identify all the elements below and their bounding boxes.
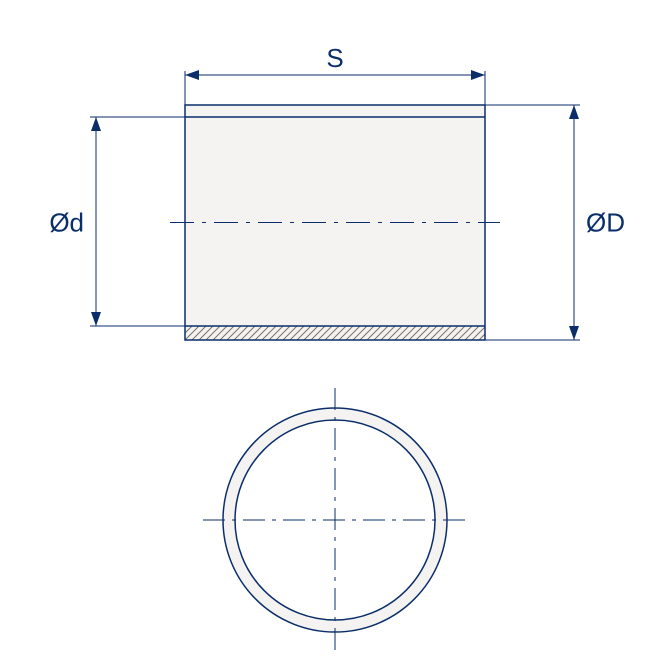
side-view: S Ød ØD [49,43,625,340]
technical-drawing: S Ød ØD [0,0,671,670]
dimension-inner-d: Ød [49,117,185,326]
label-s: S [326,43,343,73]
dimension-s: S [185,43,485,105]
label-outer-dia: ØD [586,208,625,238]
end-view [203,388,467,652]
dimension-outer-d: ØD [485,105,625,340]
label-inner-dia: Ød [49,208,84,238]
